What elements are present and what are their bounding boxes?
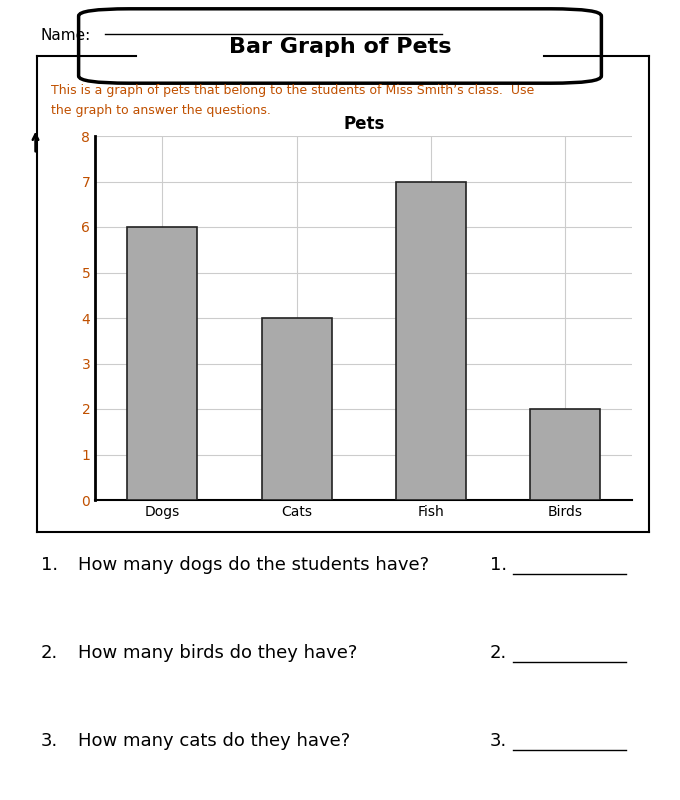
Text: the graph to answer the questions.: the graph to answer the questions. xyxy=(51,104,271,117)
Text: This is a graph of pets that belong to the students of Miss Smith’s class.  Use: This is a graph of pets that belong to t… xyxy=(51,84,534,97)
Text: 3.: 3. xyxy=(41,732,58,750)
Title: Pets: Pets xyxy=(343,115,384,133)
Bar xyxy=(262,318,332,500)
Text: Name:: Name: xyxy=(41,28,91,43)
Text: 3.: 3. xyxy=(490,732,507,750)
Text: 1.: 1. xyxy=(41,556,58,574)
Text: 2.: 2. xyxy=(41,644,58,662)
Text: 1.: 1. xyxy=(490,556,507,574)
Text: Bar Graph of Pets: Bar Graph of Pets xyxy=(228,37,452,58)
Text: How many dogs do the students have?: How many dogs do the students have? xyxy=(78,556,429,574)
FancyBboxPatch shape xyxy=(79,9,601,83)
Bar xyxy=(530,409,600,500)
Text: How many birds do they have?: How many birds do they have? xyxy=(78,644,358,662)
Text: How many cats do they have?: How many cats do they have? xyxy=(78,732,350,750)
Bar xyxy=(127,227,197,500)
Text: 2.: 2. xyxy=(490,644,507,662)
Bar xyxy=(396,182,466,500)
